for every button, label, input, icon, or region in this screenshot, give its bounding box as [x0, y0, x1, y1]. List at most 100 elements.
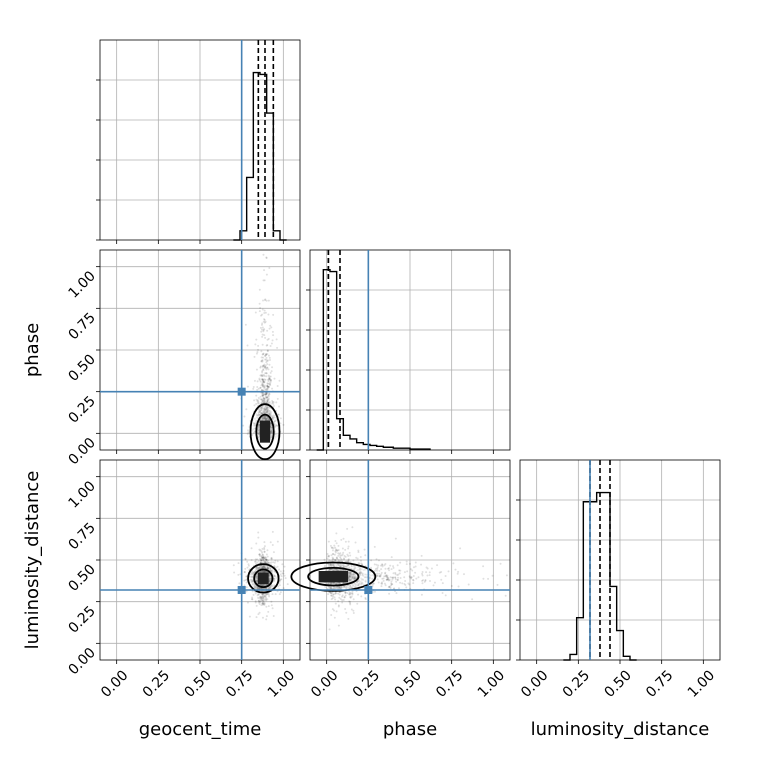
sample-point: [254, 575, 257, 578]
sample-point: [352, 609, 355, 612]
truth-marker: [364, 586, 373, 594]
sample-point: [329, 568, 332, 571]
sample-point: [352, 573, 355, 576]
sample-point: [338, 596, 341, 599]
sample-point: [269, 429, 272, 432]
sample-point: [359, 574, 362, 577]
sample-point: [261, 602, 264, 605]
sample-point: [262, 558, 265, 561]
sample-point: [264, 404, 267, 407]
sample-point: [336, 569, 339, 572]
sample-point: [261, 566, 264, 569]
sample-point: [259, 561, 262, 564]
sample-point: [264, 408, 267, 411]
sample-point: [257, 400, 260, 403]
sample-point: [271, 416, 274, 419]
sample-point: [359, 572, 362, 575]
sample-point: [270, 557, 273, 560]
sample-point: [258, 429, 261, 432]
sample-point: [257, 599, 260, 602]
sample-point: [263, 409, 266, 412]
sample-point: [329, 591, 332, 594]
sample-point: [261, 547, 264, 550]
sample-point: [347, 578, 350, 581]
sample-point: [244, 557, 247, 560]
sample-point: [339, 565, 342, 568]
sample-point: [377, 581, 380, 584]
sample-point: [263, 381, 266, 384]
sample-point: [346, 564, 349, 567]
sample-point: [258, 586, 261, 589]
sample-point: [252, 571, 255, 574]
sample-point: [268, 579, 271, 582]
sample-point: [356, 569, 359, 572]
sample-point: [337, 552, 340, 555]
sample-point: [390, 556, 393, 559]
sample-point: [347, 574, 350, 577]
sample-point: [273, 584, 276, 587]
sample-point: [268, 561, 271, 564]
sample-point: [258, 424, 261, 427]
sample-point: [261, 383, 264, 386]
sample-point: [257, 425, 260, 428]
sample-point: [274, 424, 277, 427]
sample-point: [348, 571, 351, 574]
sample-point: [266, 408, 269, 411]
sample-point: [353, 576, 356, 579]
sample-point: [354, 575, 357, 578]
sample-point: [334, 546, 337, 549]
sample-point: [261, 602, 264, 605]
sample-point: [263, 603, 266, 606]
sample-point: [344, 591, 347, 594]
sample-point: [265, 418, 268, 421]
sample-point: [249, 578, 252, 581]
sample-point: [268, 581, 271, 584]
sample-point: [264, 570, 267, 573]
sample-point: [262, 380, 265, 383]
sample-point: [257, 426, 260, 429]
sample-point: [272, 404, 275, 407]
sample-point: [337, 544, 340, 547]
sample-point: [267, 386, 270, 389]
sample-point: [268, 565, 271, 568]
sample-point: [252, 571, 255, 574]
sample-point: [260, 389, 263, 392]
sample-point: [335, 582, 338, 585]
sample-point: [273, 577, 276, 580]
sample-point: [263, 412, 266, 415]
sample-point: [266, 567, 269, 570]
sample-point: [261, 571, 264, 574]
sample-point: [394, 576, 397, 579]
sample-point: [348, 579, 351, 582]
sample-point: [268, 418, 271, 421]
sample-point: [276, 346, 279, 349]
sample-point: [267, 374, 270, 377]
sample-point: [268, 586, 271, 589]
sample-point: [428, 580, 431, 583]
sample-point: [246, 560, 249, 563]
sample-point: [262, 570, 265, 573]
sample-point: [339, 597, 342, 600]
sample-point: [256, 414, 259, 417]
sample-point: [266, 352, 269, 355]
sample-point: [257, 536, 260, 539]
sample-point: [261, 551, 264, 554]
sample-point: [265, 361, 268, 364]
sample-point: [347, 571, 350, 574]
sample-point: [261, 412, 264, 415]
sample-point: [263, 328, 266, 331]
sample-point: [264, 405, 267, 408]
sample-point: [389, 586, 392, 589]
sample-point: [261, 379, 264, 382]
sample-point: [269, 567, 272, 570]
sample-point: [268, 412, 271, 415]
sample-point: [266, 363, 269, 366]
sample-point: [257, 531, 260, 534]
sample-point: [264, 417, 267, 420]
sample-point: [260, 398, 263, 401]
sample-point: [403, 582, 406, 585]
sample-point: [273, 575, 276, 578]
sample-point: [262, 556, 265, 559]
sample-point: [444, 594, 447, 597]
sample-point: [258, 433, 261, 436]
